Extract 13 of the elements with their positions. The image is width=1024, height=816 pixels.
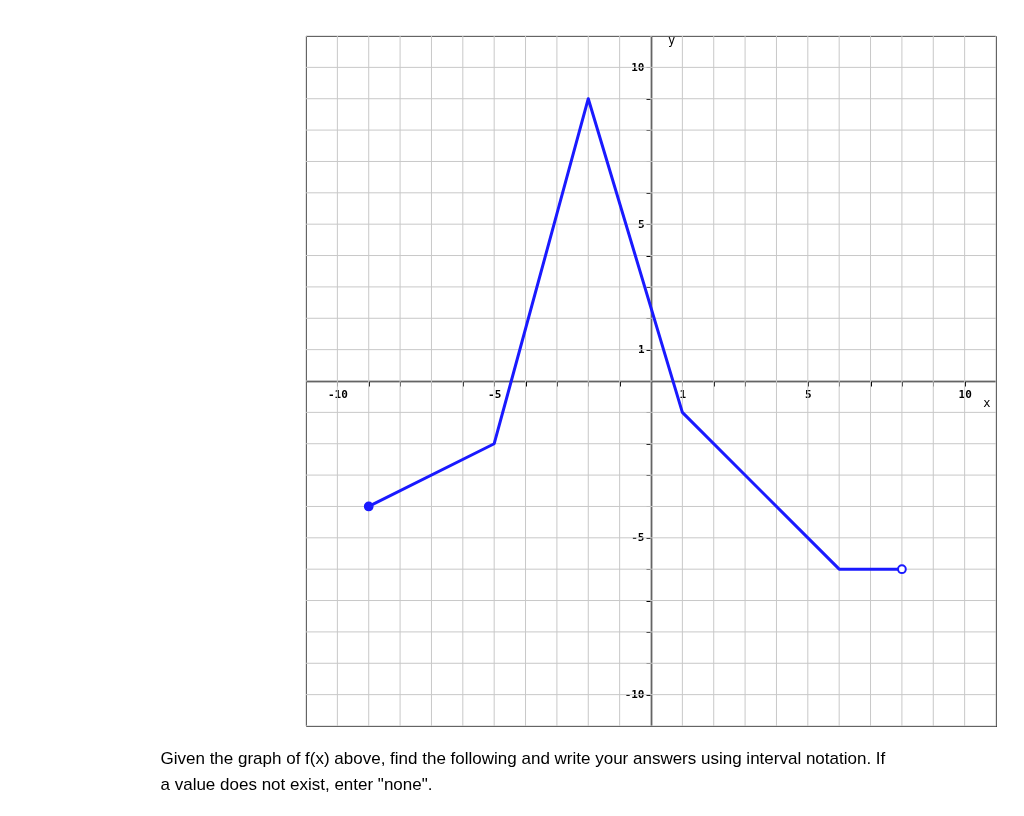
y-tick-label: -10 <box>624 688 645 702</box>
x-axis-title: x <box>983 395 991 410</box>
x-tick-label: 1 <box>679 387 687 401</box>
text: Given the graph of f(x) above, find the following and write your answers using interval notation. If a value does not exist, enter "none". <box>160 749 886 794</box>
x-tick-label: -5 <box>488 387 502 401</box>
y-tick-label: 5 <box>637 217 645 231</box>
y-tick-label: 1 <box>637 343 645 357</box>
y-tick-label: 10 <box>631 60 645 74</box>
y-axis-title: y <box>667 32 676 47</box>
y-tick-label: -5 <box>631 531 645 545</box>
x-tick-label: -10 <box>327 387 348 401</box>
x-tick-label: 10 <box>958 387 972 401</box>
x-tick-label: 5 <box>805 387 812 401</box>
